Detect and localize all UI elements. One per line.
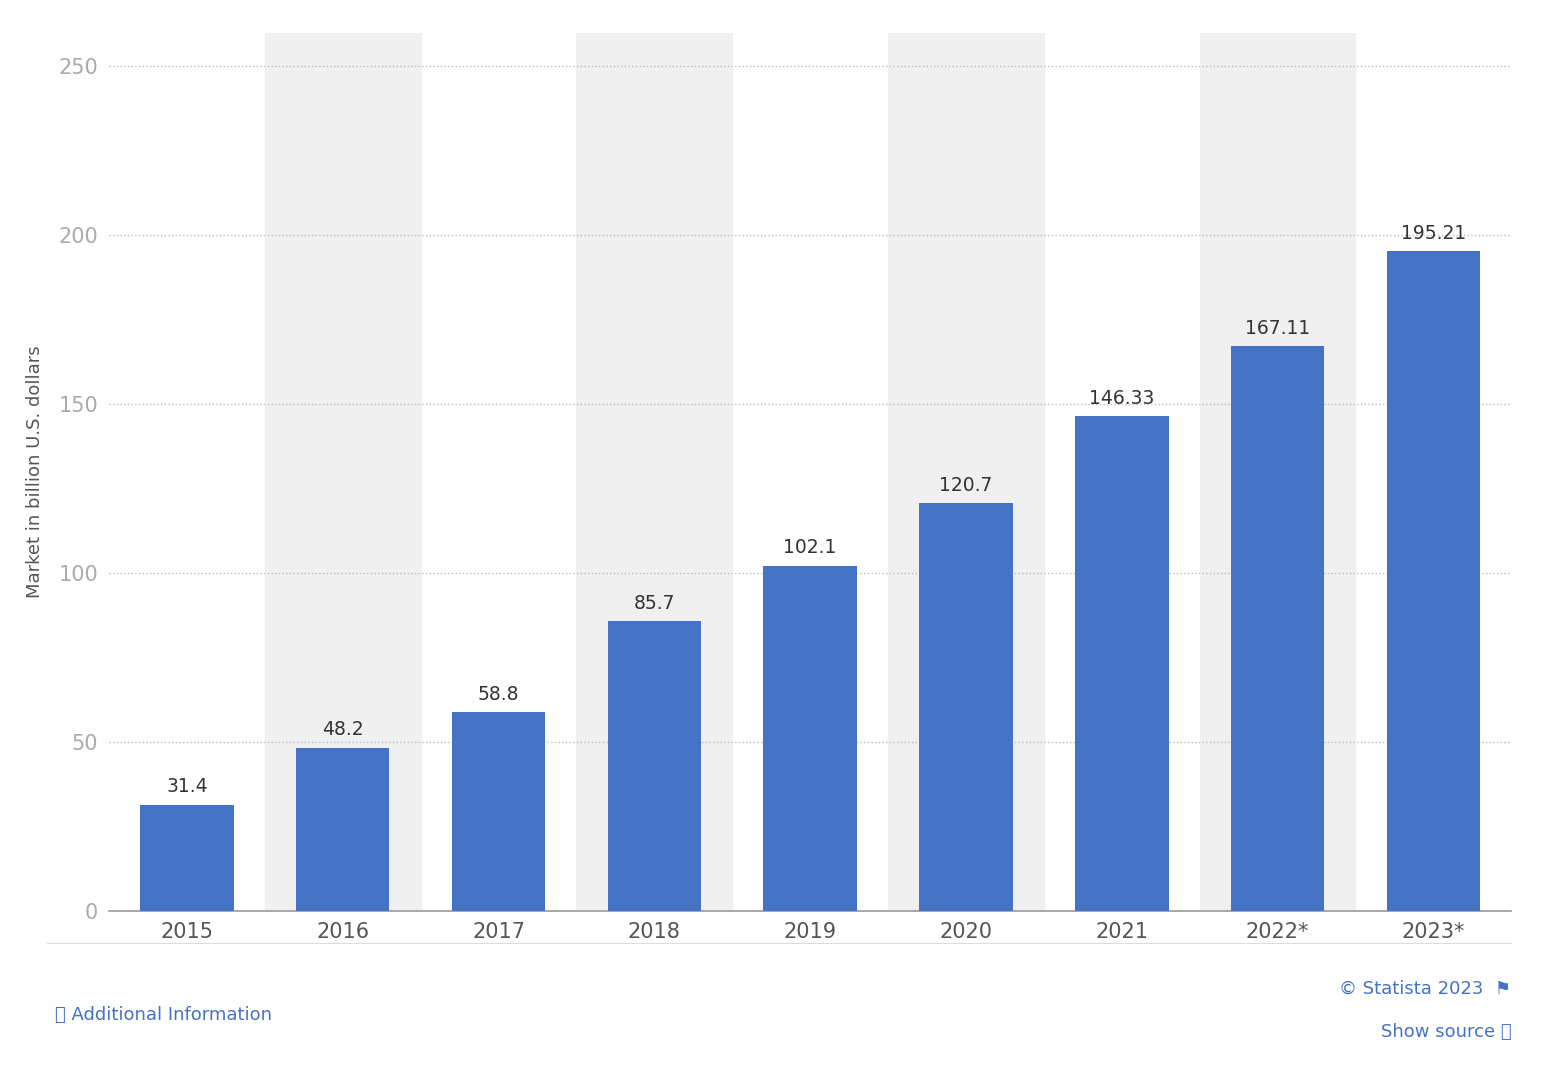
- Bar: [1231, 346, 1324, 911]
- Bar: [296, 748, 390, 911]
- Y-axis label: Market in billion U.S. dollars: Market in billion U.S. dollars: [26, 345, 44, 598]
- Text: 146.33: 146.33: [1089, 389, 1154, 408]
- Text: 102.1: 102.1: [784, 539, 837, 557]
- Bar: [576, 33, 732, 911]
- Text: 167.11: 167.11: [1245, 319, 1310, 338]
- Text: 31.4: 31.4: [167, 777, 207, 796]
- Text: ⓘ Additional Information: ⓘ Additional Information: [55, 1006, 271, 1024]
- Text: 58.8: 58.8: [478, 684, 519, 704]
- Text: © Statista 2023  ⚑: © Statista 2023 ⚑: [1340, 979, 1511, 997]
- Text: 195.21: 195.21: [1401, 224, 1466, 243]
- Text: 48.2: 48.2: [323, 721, 363, 739]
- Text: 120.7: 120.7: [939, 476, 992, 494]
- Bar: [763, 566, 857, 911]
- Bar: [1075, 416, 1168, 911]
- Bar: [1200, 33, 1355, 911]
- Bar: [265, 33, 421, 911]
- Text: 85.7: 85.7: [634, 594, 675, 612]
- Bar: [888, 33, 1044, 911]
- Bar: [452, 712, 545, 911]
- Bar: [140, 804, 234, 911]
- Text: Show source ⓘ: Show source ⓘ: [1380, 1022, 1511, 1041]
- Bar: [919, 503, 1013, 911]
- Bar: [1387, 251, 1480, 911]
- Bar: [608, 621, 701, 911]
